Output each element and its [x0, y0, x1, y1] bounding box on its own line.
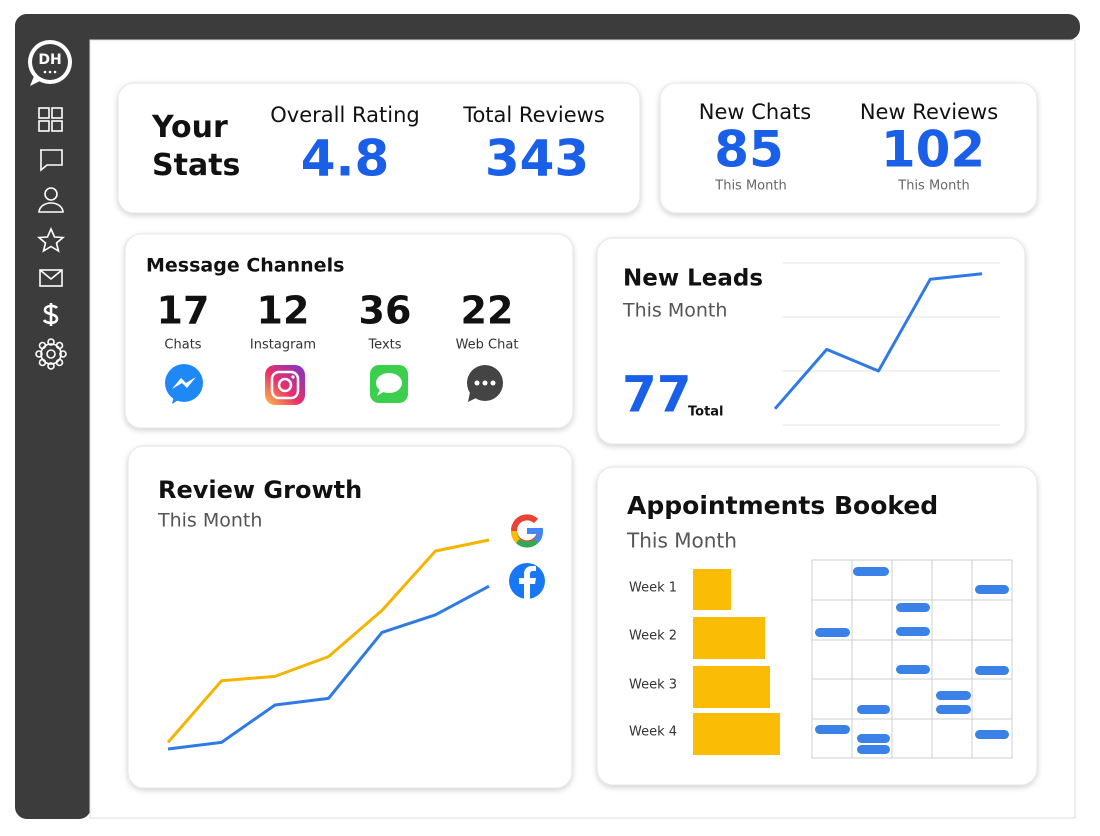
user-icon[interactable] [38, 187, 64, 213]
new-reviews-note: This Month [897, 179, 969, 194]
settings-icon[interactable] [35, 338, 67, 370]
rating-label: Overall Rating [270, 103, 419, 127]
growth-card [127, 445, 573, 789]
growth-title: Review Growth [158, 476, 362, 504]
week-label: Week 1 [629, 581, 677, 596]
channel-label: Texts [367, 338, 401, 353]
bar [693, 713, 780, 755]
channels-card [124, 233, 574, 429]
dollar-icon[interactable] [42, 303, 59, 326]
leads-total-label: Total [688, 405, 724, 420]
grid-icon[interactable] [38, 107, 63, 132]
channel-label: Web Chat [456, 338, 519, 353]
trend-line [166, 538, 490, 744]
bar [693, 569, 731, 610]
instagram-icon [265, 365, 305, 405]
leads-title: New Leads [623, 266, 763, 292]
channel-label: Chats [164, 338, 201, 353]
monthly-card [659, 82, 1038, 214]
sidebar-icons [35, 107, 67, 370]
trend-line [167, 584, 490, 751]
bar [693, 666, 770, 708]
channel-count: 22 [461, 289, 514, 333]
calendar [811, 559, 1013, 759]
messages-icon [370, 365, 408, 403]
week-label: Week 3 [629, 678, 677, 693]
chat-icon[interactable] [40, 149, 63, 172]
leads-subtitle: This Month [622, 300, 727, 322]
leads-total: 77 [622, 366, 692, 424]
bar [693, 617, 765, 659]
chats-value: 85 [714, 121, 784, 179]
reviews-label: Total Reviews [462, 103, 605, 127]
mail-icon[interactable] [39, 269, 63, 287]
new-reviews-value: 102 [881, 121, 985, 179]
channel-count: 36 [359, 289, 412, 333]
week-label: Week 2 [629, 629, 677, 644]
google-icon [511, 514, 543, 548]
stats-card [117, 82, 641, 214]
new-reviews-label: New Reviews [860, 100, 998, 124]
sidebar [15, 14, 91, 819]
trend-line [773, 272, 983, 410]
reviews-value: 343 [485, 130, 589, 188]
leads-card [596, 237, 1026, 445]
messenger-icon [165, 364, 203, 404]
logo[interactable]: DH [28, 40, 72, 86]
channel-count: 17 [157, 289, 210, 333]
star-icon[interactable] [36, 227, 66, 253]
chats-note: This Month [714, 179, 786, 194]
rating-value: 4.8 [301, 130, 390, 188]
channel-count: 12 [257, 289, 310, 333]
facebook-icon [509, 563, 545, 599]
appointments-title: Appointments Booked [627, 491, 938, 520]
chats-label: New Chats [699, 100, 812, 124]
channels-title: Message Channels [146, 255, 344, 277]
webchat-icon [467, 365, 503, 402]
appointments-subtitle: This Month [626, 529, 737, 553]
growth-subtitle: This Month [157, 510, 262, 532]
logo-text: DH [38, 52, 61, 68]
top-bar [15, 14, 1080, 40]
stats-title: Your Stats [152, 110, 241, 183]
week-label: Week 4 [629, 725, 677, 740]
calendar-events [815, 567, 1009, 754]
channel-label: Instagram [250, 338, 316, 353]
